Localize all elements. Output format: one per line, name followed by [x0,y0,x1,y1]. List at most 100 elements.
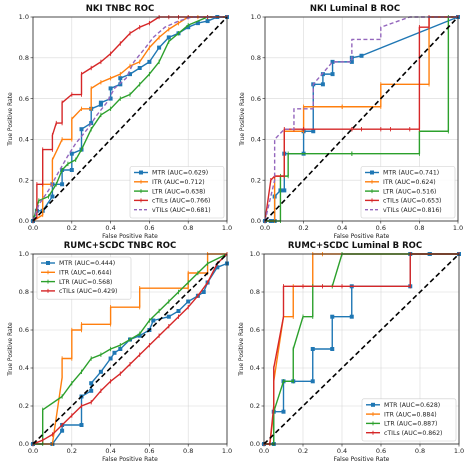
series-line-ltr [33,253,228,445]
data-point [186,299,191,304]
x-axis-label: False Positive Rate [334,456,390,463]
y-tick-label: 0.2 [251,176,261,184]
legend-label: ITR (AUC=0.624) [383,179,436,186]
data-point [310,347,315,351]
data-point [60,182,65,187]
series-line-ltr [264,253,459,445]
y-axis-label: True Positive Rate [238,322,245,377]
chance-diagonal [264,16,459,222]
plot-frame [32,16,228,222]
series-line-itr [32,16,227,222]
data-point [79,423,84,427]
data-point [108,356,113,361]
legend-label: LTR (AUC=0.568) [59,279,112,286]
data-point [282,188,287,193]
chance-diagonal [32,253,228,445]
legend-box [36,256,132,300]
y-tick-label: 1.0 [250,250,260,258]
x-tick-label: 0.4 [337,447,347,455]
data-point [98,102,103,107]
y-tick-label: 0.0 [250,440,260,448]
data-point [98,369,103,374]
data-point [147,59,152,64]
series-line-ctils [264,253,459,445]
legend-label: ITR (AUC=0.884) [384,411,437,418]
y-tick-label: 0.4 [19,364,29,372]
data-point [281,409,286,414]
x-tick-label: 0.2 [298,224,308,232]
x-tick-label: 0.8 [183,224,193,232]
x-tick-label: 0.0 [28,447,38,455]
legend-marker [371,402,375,407]
x-tick-label: 0.4 [105,447,115,455]
data-point [195,21,200,26]
y-tick-label: 0.4 [250,364,260,372]
legend-label: ITR (AUC=0.644) [59,270,112,277]
series-line-vtils [32,16,227,222]
x-tick-label: 0.2 [67,224,77,232]
x-axis-label: False Positive Rate [102,456,158,463]
legend-label: LTR (AUC=0.887) [384,421,437,428]
x-tick-label: 1.0 [222,447,232,455]
y-tick-label: 0.6 [19,95,29,103]
data-point [330,314,335,319]
y-tick-label: 0.2 [19,176,29,184]
series-line-vtils [264,16,458,222]
chart-title: RUMC+SCDC Luminal B ROC [288,241,422,251]
data-point [151,318,156,323]
data-point [118,347,123,351]
x-tick-label: 1.0 [222,224,232,232]
roc-panel-2: NKI Luminal B ROC 0.00.0 0.2 0.2 0.4 0.4 0.6 0.… [239,4,463,240]
data-point [205,19,210,24]
x-tick-label: 0.2 [298,447,308,455]
legend-label: MTR (AUC=0.628) [384,402,440,409]
data-point [79,127,84,132]
x-tick-label: 0.6 [144,224,154,232]
legend: MTR (AUC=0.628) ITR (AUC=0.884) LTR (AUC=0… [361,398,457,442]
x-tick-label: 1.0 [454,447,464,455]
data-point [89,381,94,386]
y-tick-label: 0.0 [251,217,261,225]
data-point [359,53,364,58]
data-point [69,151,74,156]
plot-frame [32,253,228,445]
data-point [118,76,123,81]
legend-label: ITR (AUC=0.712) [152,179,205,186]
y-axis-label: True Positive Rate [7,322,14,377]
legend-label: MTR (AUC=0.629) [152,170,208,177]
legend-box [360,166,456,219]
legend: MTR (AUC=0.741) ITR (AUC=0.624) LTR (AUC=0… [360,166,456,219]
y-axis-label: True Positive Rate [7,92,14,147]
chance-diagonal [263,253,460,445]
legend-label: MTR (AUC=0.741) [383,170,439,177]
data-point [320,82,325,87]
y-tick-label: 0.8 [251,54,261,62]
data-point [176,309,181,313]
legend-box [129,166,225,219]
x-axis-label: False Positive Rate [334,233,390,240]
legend-label: cTILs (AUC=0.766) [152,198,210,205]
x-tick-label: 0.0 [260,224,270,232]
y-tick-label: 0.4 [19,136,29,144]
data-point [330,347,335,351]
legend-label: cTILs (AUC=0.653) [383,198,441,205]
chart-title: RUMC+SCDC TNBC ROC [64,241,176,251]
y-tick-label: 0.2 [250,402,260,410]
y-tick-label: 0.6 [251,95,261,103]
legend-marker [370,170,374,175]
data-point [137,66,142,70]
data-point [166,35,171,40]
data-point [330,59,335,64]
x-tick-label: 0.4 [105,224,115,232]
plot-frame [263,253,460,445]
y-tick-label: 0.8 [19,54,29,62]
chance-diagonal [32,16,228,222]
data-point [98,100,103,105]
legend-label: LTR (AUC=0.638) [152,188,205,195]
data-point [330,72,335,77]
y-tick-label: 0.0 [19,440,29,448]
data-point [118,82,123,87]
data-point [50,194,55,199]
y-tick-label: 1.0 [251,13,261,21]
